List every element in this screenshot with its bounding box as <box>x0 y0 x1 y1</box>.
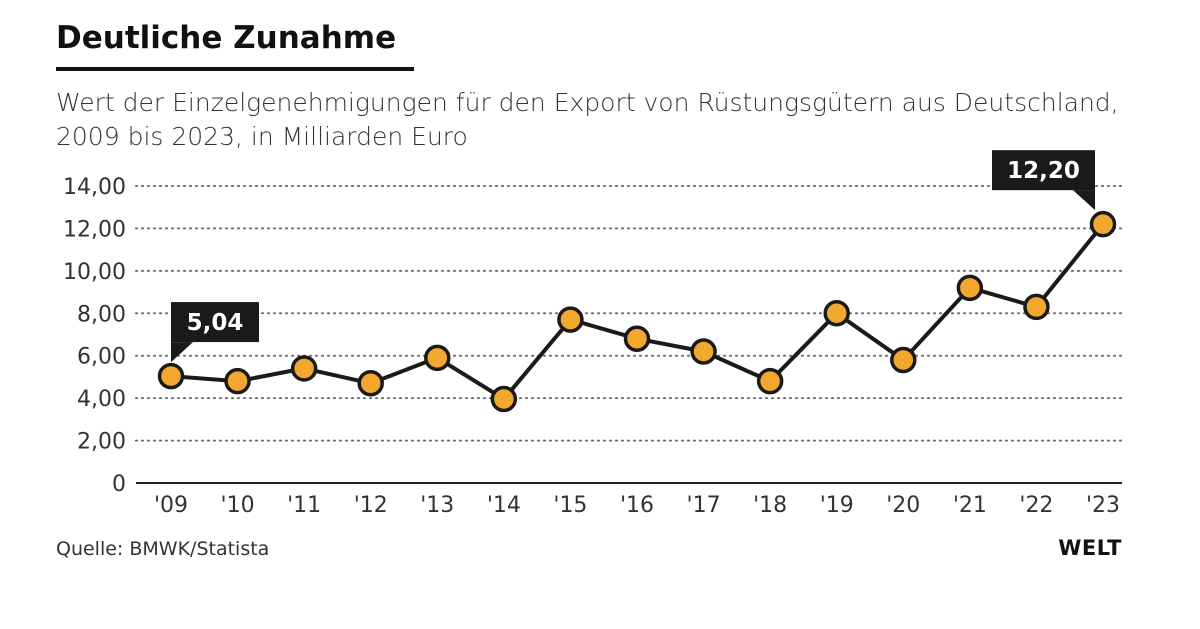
data-point <box>690 338 717 365</box>
data-point <box>1089 210 1117 238</box>
callout-box <box>171 302 259 343</box>
x-tick-label: '19 <box>820 493 854 518</box>
data-point <box>1023 293 1050 321</box>
data-point <box>756 367 784 395</box>
data-point <box>890 346 917 374</box>
data-point <box>424 344 451 372</box>
x-tick-label: '23 <box>1086 493 1120 518</box>
y-tick-label: 6,00 <box>77 345 126 370</box>
data-point <box>357 370 384 397</box>
callout-pointer <box>1073 190 1095 211</box>
x-tick-label: '16 <box>620 493 654 518</box>
x-tick-label: '15 <box>553 493 587 518</box>
x-tick-label: '18 <box>753 493 787 518</box>
x-tick-label: '22 <box>1019 493 1053 518</box>
brand-logo: WELT <box>1058 536 1122 560</box>
x-tick-label: '09 <box>154 493 188 518</box>
x-tick-label: '10 <box>221 493 255 518</box>
chart-title: Deutliche Zunahme <box>56 20 397 56</box>
callout-box <box>992 150 1095 191</box>
y-tick-label: 8,00 <box>77 302 126 327</box>
x-tick-label: '20 <box>886 493 920 518</box>
callout-pointer <box>171 342 193 363</box>
x-tick-label: '11 <box>287 493 321 518</box>
y-tick-label: 12,00 <box>63 217 126 242</box>
y-tick-label: 14,00 <box>63 175 126 200</box>
x-tick-label: '13 <box>420 493 454 518</box>
y-tick-label: 10,00 <box>63 260 126 285</box>
x-tick-label: '21 <box>953 493 987 518</box>
data-point <box>290 355 318 382</box>
data-point <box>224 367 251 395</box>
source-note: Quelle: BMWK/Statista <box>56 538 270 560</box>
x-tick-label: '17 <box>687 493 721 518</box>
data-label: 12,20 <box>1007 158 1080 184</box>
y-tick-label: 2,00 <box>77 430 126 455</box>
x-tick-label: '12 <box>354 493 388 518</box>
data-point <box>823 300 850 327</box>
data-point <box>623 325 651 352</box>
data-point <box>490 385 518 413</box>
y-tick-label: 0 <box>112 472 126 497</box>
y-tick-label: 4,00 <box>77 387 126 412</box>
data-point <box>157 362 185 390</box>
x-tick-label: '14 <box>487 493 521 518</box>
data-point <box>557 306 584 333</box>
data-point <box>956 274 984 302</box>
chart-subtitle: Wert der Einzelgenehmigungen für den Exp… <box>56 88 1119 151</box>
title-underline <box>56 67 414 71</box>
data-label: 5,04 <box>187 310 244 336</box>
